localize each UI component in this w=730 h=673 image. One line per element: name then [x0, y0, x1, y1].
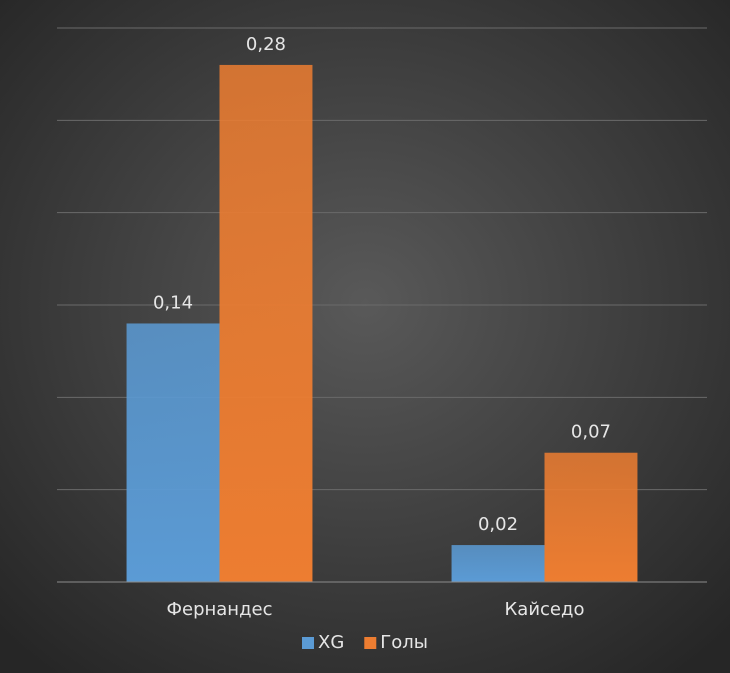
legend-swatch	[302, 637, 314, 649]
x-tick-label: Фернандес	[167, 599, 273, 620]
data-label: 0,07	[571, 422, 611, 443]
bar	[126, 323, 220, 582]
legend-label: Голы	[380, 632, 428, 653]
bar	[544, 452, 638, 582]
legend-label: XG	[318, 632, 344, 653]
bar	[451, 545, 545, 582]
data-label: 0,14	[153, 292, 193, 313]
bar	[219, 64, 313, 582]
legend-swatch	[364, 637, 377, 649]
data-label: 0,28	[246, 34, 286, 55]
x-tick-label: Кайседо	[505, 599, 585, 620]
data-label: 0,02	[478, 514, 518, 535]
